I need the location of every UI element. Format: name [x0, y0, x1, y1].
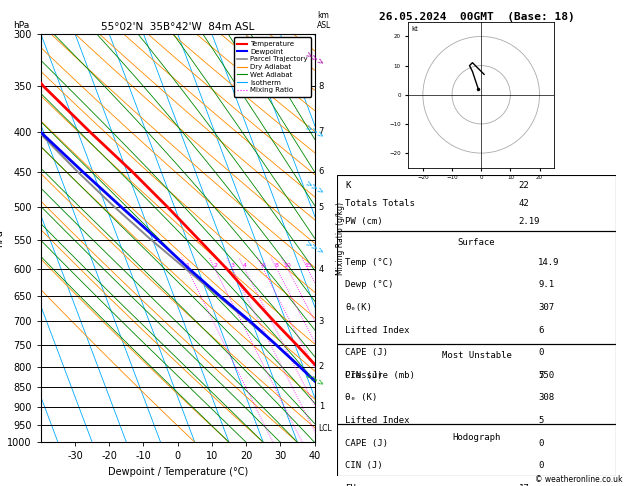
- Text: CIN (J): CIN (J): [345, 461, 382, 470]
- Text: 6: 6: [262, 263, 265, 268]
- Text: >>>: >>>: [303, 239, 326, 257]
- Text: >>>: >>>: [303, 370, 326, 388]
- Text: 6: 6: [538, 326, 543, 335]
- Text: 6: 6: [319, 167, 324, 176]
- Text: hPa: hPa: [13, 21, 30, 30]
- Text: >>>: >>>: [303, 122, 326, 140]
- Text: θₑ(K): θₑ(K): [345, 303, 372, 312]
- Text: km
ASL: km ASL: [317, 11, 331, 30]
- Text: 17: 17: [518, 484, 529, 486]
- Text: 4: 4: [319, 264, 324, 274]
- Title: 55°02'N  35B°42'W  84m ASL: 55°02'N 35B°42'W 84m ASL: [101, 22, 254, 32]
- Text: 1: 1: [319, 402, 324, 411]
- Text: © weatheronline.co.uk: © weatheronline.co.uk: [535, 474, 623, 484]
- Text: K: K: [345, 181, 350, 190]
- Text: >>>: >>>: [303, 49, 326, 68]
- Text: 2: 2: [213, 263, 217, 268]
- Text: kt: kt: [411, 26, 418, 32]
- Text: Mixing Ratio (g/kg): Mixing Ratio (g/kg): [336, 202, 345, 275]
- Text: 14.9: 14.9: [538, 258, 560, 267]
- Text: 9.1: 9.1: [538, 280, 554, 290]
- Text: Pressure (mb): Pressure (mb): [345, 371, 415, 380]
- Text: 8: 8: [275, 263, 279, 268]
- Text: 4: 4: [243, 263, 247, 268]
- Text: Most Unstable: Most Unstable: [442, 351, 511, 360]
- Text: 22: 22: [518, 181, 529, 190]
- Text: Hodograph: Hodograph: [452, 433, 501, 442]
- Text: 15: 15: [304, 263, 311, 268]
- Text: 0: 0: [538, 461, 543, 470]
- Text: PW (cm): PW (cm): [345, 217, 382, 226]
- Text: 5: 5: [538, 371, 543, 380]
- X-axis label: Dewpoint / Temperature (°C): Dewpoint / Temperature (°C): [108, 467, 248, 477]
- Text: θₑ (K): θₑ (K): [345, 394, 377, 402]
- Y-axis label: hPa: hPa: [0, 229, 4, 247]
- Bar: [337, 175, 616, 231]
- Text: 0: 0: [538, 438, 543, 448]
- Text: Dewp (°C): Dewp (°C): [345, 280, 393, 290]
- Text: 10: 10: [284, 263, 291, 268]
- Legend: Temperature, Dewpoint, Parcel Trajectory, Dry Adiabat, Wet Adiabat, Isotherm, Mi: Temperature, Dewpoint, Parcel Trajectory…: [234, 37, 311, 97]
- Text: >>>: >>>: [303, 178, 326, 196]
- Text: 0: 0: [538, 348, 543, 357]
- Text: 5: 5: [538, 416, 543, 425]
- Text: 8: 8: [319, 82, 324, 91]
- Bar: [337, 424, 616, 476]
- Text: Lifted Index: Lifted Index: [345, 326, 409, 335]
- Bar: [337, 231, 616, 344]
- Text: 3: 3: [230, 263, 234, 268]
- Text: CAPE (J): CAPE (J): [345, 348, 388, 357]
- Text: 1: 1: [186, 263, 189, 268]
- Text: CAPE (J): CAPE (J): [345, 438, 388, 448]
- Text: 7: 7: [319, 127, 324, 136]
- Text: 42: 42: [518, 199, 529, 208]
- Text: 308: 308: [538, 394, 554, 402]
- Text: 26.05.2024  00GMT  (Base: 18): 26.05.2024 00GMT (Base: 18): [379, 12, 574, 22]
- Text: Surface: Surface: [458, 238, 495, 247]
- Text: 2.19: 2.19: [518, 217, 540, 226]
- Text: Temp (°C): Temp (°C): [345, 258, 393, 267]
- Text: 750: 750: [538, 371, 554, 380]
- Text: LCL: LCL: [319, 424, 332, 434]
- Text: 2: 2: [319, 362, 324, 371]
- Text: EH: EH: [345, 484, 355, 486]
- Text: CIN (J): CIN (J): [345, 371, 382, 380]
- Bar: [337, 344, 616, 424]
- Text: 307: 307: [538, 303, 554, 312]
- Text: 5: 5: [319, 203, 324, 212]
- Text: Lifted Index: Lifted Index: [345, 416, 409, 425]
- Text: Totals Totals: Totals Totals: [345, 199, 415, 208]
- Text: 3: 3: [319, 317, 324, 326]
